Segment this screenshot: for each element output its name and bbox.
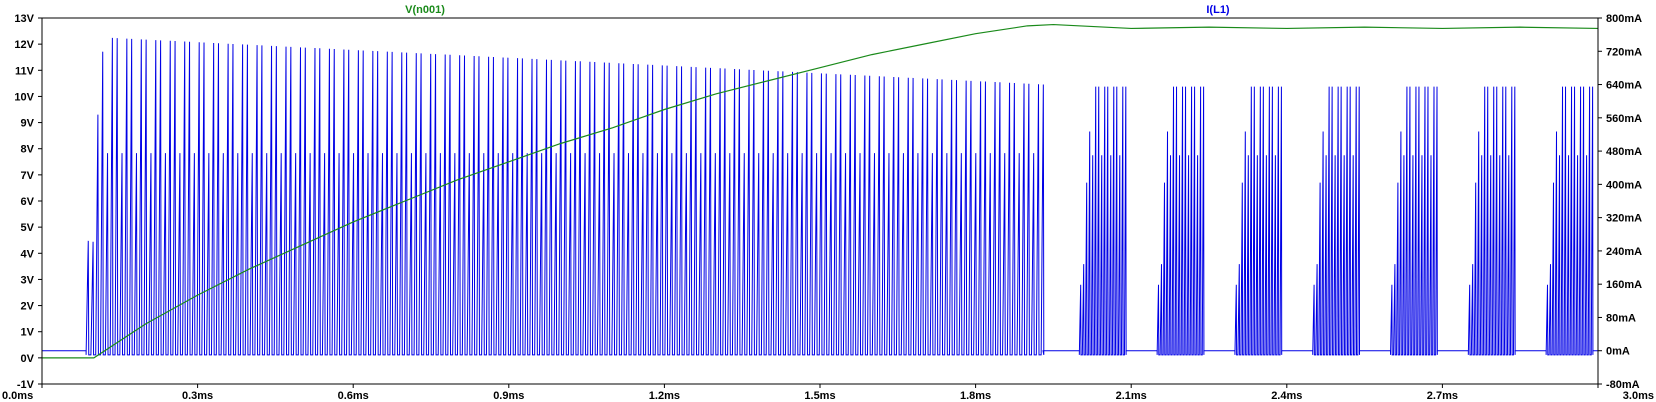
x-axis-tick-label: 3.0ms (1623, 390, 1654, 402)
left-axis-tick-label: 9V (21, 118, 35, 130)
x-axis-tick-label: 1.8ms (960, 390, 991, 402)
trace-label-v-n001[interactable]: V(n001) (405, 4, 445, 16)
right-axis-tick-label: 0mA (1606, 346, 1630, 358)
left-axis-tick-label: 7V (21, 170, 35, 182)
right-axis-tick-label: 800mA (1606, 13, 1642, 25)
left-axis-tick-label: 5V (21, 222, 35, 234)
left-axis-tick-label: 1V (21, 327, 35, 339)
right-axis-tick-label: 240mA (1606, 246, 1642, 258)
right-axis-tick-label: 640mA (1606, 80, 1642, 92)
trace-label-i-l1[interactable]: I(L1) (1206, 4, 1230, 16)
voltage-trace-layer (42, 23, 1599, 359)
axes-layer: 13V 12V 11V 10V 9V 8V 7V 6V 5V 4V 3V 2V 1V 0V -1V 800mA… (2, 13, 1654, 402)
left-axis-tick-label: 10V (14, 91, 34, 103)
left-axis-tick-label: 2V (21, 301, 35, 313)
x-axis-tick-label: 0.0ms (2, 390, 33, 402)
left-axis-tick-label: 12V (14, 39, 34, 51)
x-axis-tick-label: 2.4ms (1271, 390, 1302, 402)
left-axis-tick-label: 11V (15, 65, 35, 77)
right-axis-tick-label: 80mA (1606, 312, 1636, 324)
x-axis-tick-label: 0.3ms (182, 390, 213, 402)
right-axis-tick-label: 560mA (1606, 113, 1642, 125)
left-axis-tick-label: 0V (21, 353, 35, 365)
right-axis-tick-label: 480mA (1606, 146, 1642, 158)
right-axis-tick-label: 400mA (1606, 179, 1642, 191)
right-axis-tick-label: 160mA (1606, 279, 1642, 291)
x-axis-tick-label: 2.7ms (1427, 390, 1458, 402)
left-axis-tick-label: 6V (21, 196, 35, 208)
right-axis-tick-label: -80mA (1606, 379, 1640, 391)
voltage-trace-v-n001 (42, 23, 1599, 359)
x-axis-tick-label: 1.5ms (804, 390, 835, 402)
x-axis-tick-label: 1.2ms (649, 390, 680, 402)
current-trace-i-l1 (42, 37, 1598, 356)
x-axis-tick-label: 2.1ms (1116, 390, 1147, 402)
right-axis-tick-label: 320mA (1606, 213, 1642, 225)
current-trace-layer (42, 37, 1598, 356)
left-axis-tick-label: 4V (21, 248, 35, 260)
x-axis-tick-label: 0.9ms (493, 390, 524, 402)
x-axis-tick-label: 0.6ms (338, 390, 369, 402)
left-axis-tick-label: 13V (14, 13, 34, 25)
left-axis-tick-label: 8V (21, 144, 35, 156)
left-axis-tick-label: -1V (17, 379, 35, 391)
right-axis-tick-label: 720mA (1606, 46, 1642, 58)
left-axis-tick-label: 3V (21, 274, 35, 286)
